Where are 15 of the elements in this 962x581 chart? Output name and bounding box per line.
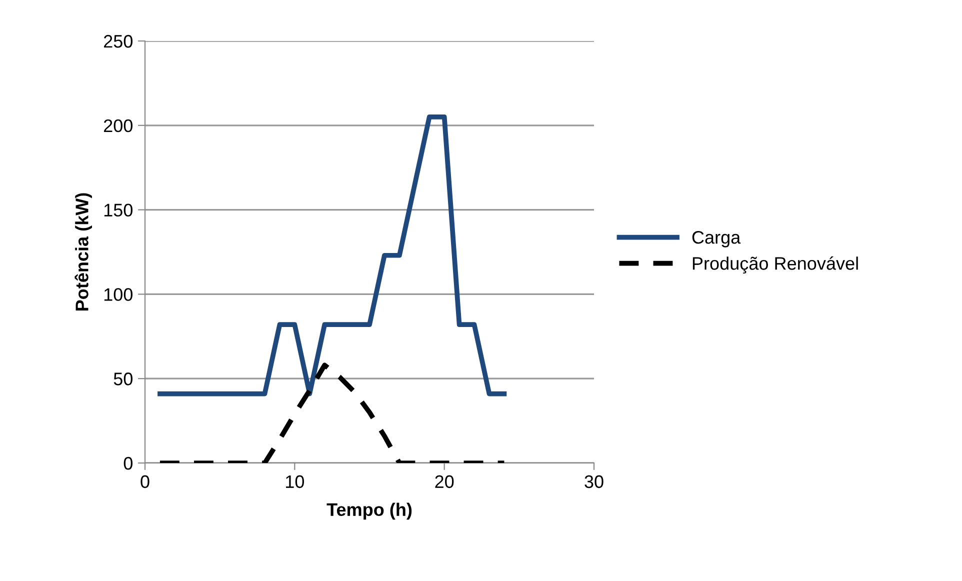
y-tick-label: 200 xyxy=(104,119,132,132)
legend-label: Carga xyxy=(692,230,741,248)
x-tick-label: 20 xyxy=(435,475,454,488)
y-tick-label: 150 xyxy=(104,204,132,217)
x-tick-label: 30 xyxy=(584,475,604,488)
legend-label: Produção Renovável xyxy=(692,256,858,274)
x-axis-title: Tempo (h) xyxy=(326,502,412,520)
y-tick-label: 250 xyxy=(104,34,132,48)
line-series xyxy=(158,114,507,396)
y-axis-title: Potência (kW) xyxy=(74,193,92,310)
x-tick-label: 0 xyxy=(140,475,150,488)
y-tick-label: 100 xyxy=(104,288,132,301)
x-tick-label: 10 xyxy=(286,475,304,488)
y-tick-label: 0 xyxy=(124,456,132,470)
y-tick-label: 50 xyxy=(114,372,132,386)
